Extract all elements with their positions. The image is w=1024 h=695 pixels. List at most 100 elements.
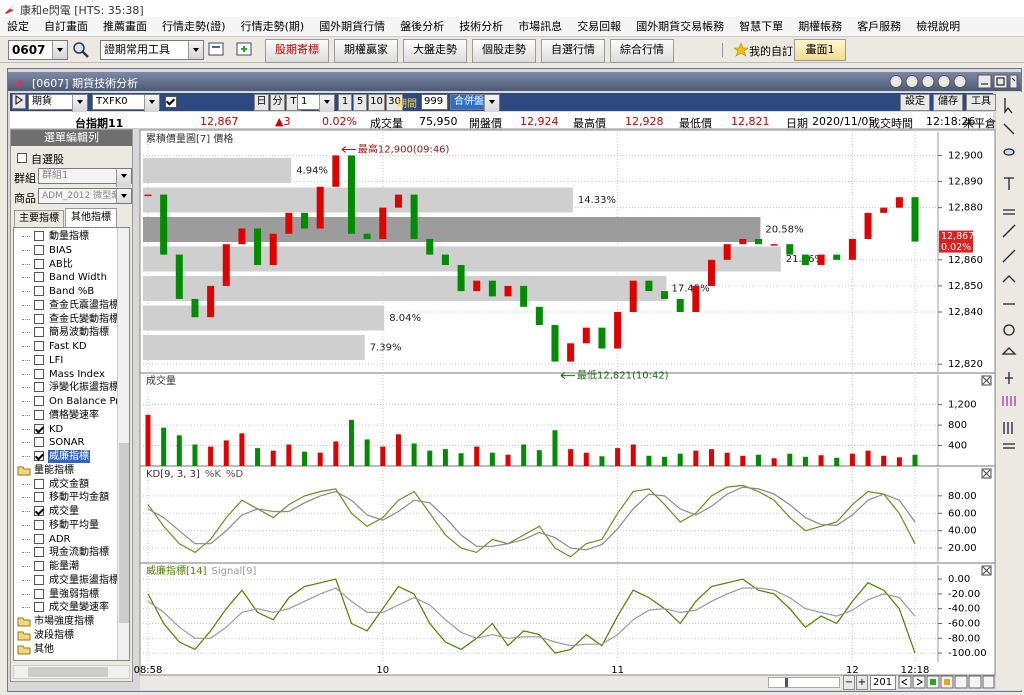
checkbox[interactable] bbox=[34, 313, 44, 324]
footer-icons[interactable] bbox=[898, 675, 995, 690]
checkbox[interactable] bbox=[34, 588, 44, 599]
checkbox[interactable] bbox=[34, 354, 44, 365]
checkbox[interactable] bbox=[34, 231, 44, 241]
checkbox[interactable] bbox=[34, 368, 44, 379]
action-button[interactable]: 設定 bbox=[900, 94, 930, 111]
screen-button[interactable]: 畫面1 bbox=[794, 39, 846, 61]
indicator-item[interactable]: 簡易波動指標 bbox=[14, 326, 118, 339]
indicator-item[interactable]: 價格變速率 bbox=[14, 409, 118, 422]
indicator-item[interactable]: 成交量振盪指標 bbox=[14, 574, 119, 587]
action-button[interactable]: 工具 bbox=[966, 94, 996, 111]
indicator-item[interactable]: 量強弱指標 bbox=[14, 588, 118, 601]
menu-item[interactable]: 期權帳務 bbox=[798, 20, 843, 33]
indicator-item[interactable]: 成交金額 bbox=[14, 478, 118, 491]
menu-item[interactable]: 設定 bbox=[7, 20, 29, 33]
indicator-item[interactable]: SONAR bbox=[14, 436, 118, 449]
checkbox[interactable] bbox=[34, 299, 44, 310]
indicator-item[interactable]: LFI bbox=[14, 354, 118, 367]
checkbox[interactable] bbox=[34, 506, 44, 516]
toolset-combo[interactable]: 證期常用工具 bbox=[100, 40, 204, 60]
checkbox[interactable] bbox=[34, 409, 44, 420]
menu-item[interactable]: 市場訊息 bbox=[518, 20, 563, 33]
menu-item[interactable]: 盤後分析 bbox=[400, 20, 445, 33]
quick-button[interactable]: 1 bbox=[338, 94, 352, 111]
own-stock-check[interactable] bbox=[17, 153, 27, 163]
group-combo[interactable]: 群組1 bbox=[38, 168, 132, 187]
indicator-item[interactable]: 現金流動指標 bbox=[14, 546, 118, 559]
period-input[interactable]: 999 bbox=[421, 94, 448, 110]
tab-active[interactable]: 其他指標 bbox=[65, 208, 117, 227]
indicator-item[interactable]: 移動平均量 bbox=[14, 519, 118, 532]
checkbox[interactable] bbox=[34, 272, 44, 283]
checkbox[interactable] bbox=[34, 437, 44, 448]
checkbox[interactable] bbox=[34, 602, 44, 613]
scrollbar[interactable] bbox=[117, 228, 129, 660]
market-combo[interactable]: 期貨 bbox=[28, 94, 88, 113]
code-combo[interactable]: 0607 bbox=[8, 40, 68, 60]
menu-item[interactable]: 客戶服務 bbox=[857, 20, 902, 33]
indicator-item[interactable]: KD bbox=[14, 423, 118, 436]
checkbox[interactable] bbox=[34, 519, 44, 530]
indicator-item[interactable]: AB比 bbox=[14, 258, 118, 271]
indicator-item[interactable]: 查金氏震盪指標 bbox=[14, 299, 119, 312]
indicator-item[interactable]: 威廉指標 bbox=[14, 450, 118, 463]
indicator-item[interactable]: 移動平均金額 bbox=[14, 491, 118, 504]
tab[interactable]: 主要指標 bbox=[14, 210, 64, 227]
indicator-item[interactable]: 淨變化振盪指標 bbox=[14, 381, 119, 394]
checkbox[interactable] bbox=[34, 327, 44, 338]
favorite[interactable]: 我的自訂 bbox=[749, 45, 793, 58]
interval-combo[interactable]: 1 bbox=[297, 94, 335, 113]
indicator-item[interactable]: Fast KD bbox=[14, 340, 118, 353]
checkbox[interactable] bbox=[34, 286, 44, 296]
menu-item[interactable]: 國外期貨交易帳務 bbox=[636, 20, 725, 33]
search-icon[interactable] bbox=[72, 41, 90, 59]
checkbox[interactable] bbox=[34, 574, 44, 585]
checkbox[interactable] bbox=[34, 478, 44, 489]
toolbar-button[interactable]: 自選行情 bbox=[541, 39, 605, 63]
symbol-check[interactable] bbox=[165, 96, 177, 108]
checkbox[interactable] bbox=[34, 382, 44, 393]
zoom-thumb[interactable] bbox=[785, 678, 788, 687]
checkbox[interactable] bbox=[34, 547, 44, 558]
checkbox[interactable] bbox=[34, 561, 44, 571]
unit-button[interactable]: 日 bbox=[254, 94, 269, 111]
indicator-item[interactable]: Mass Index bbox=[14, 368, 118, 381]
session-combo[interactable]: 合併盤 bbox=[450, 94, 500, 113]
indicator-item[interactable]: 動量指標 bbox=[14, 230, 118, 243]
checkbox[interactable] bbox=[34, 396, 44, 406]
indicator-item[interactable]: 查金氏變動指標 bbox=[14, 313, 119, 326]
folder-item[interactable]: 量能指標 bbox=[14, 464, 118, 477]
zoom-slider[interactable] bbox=[768, 677, 840, 688]
checkbox[interactable] bbox=[34, 258, 44, 269]
checkbox[interactable] bbox=[34, 492, 44, 503]
indicator-item[interactable]: Band %B bbox=[14, 285, 118, 298]
drawing-tools[interactable] bbox=[996, 92, 1022, 690]
play-button[interactable] bbox=[12, 94, 26, 109]
scroll-thumb[interactable] bbox=[119, 443, 129, 623]
menu-item[interactable]: 行情走勢(期) bbox=[240, 20, 305, 33]
product-combo[interactable]: ADM_2012 微型衆 bbox=[38, 188, 132, 204]
menu-item[interactable]: 智慧下單 bbox=[739, 20, 784, 33]
quick-button[interactable]: 30 bbox=[386, 94, 403, 111]
folder-item[interactable]: 市場強度指標 bbox=[14, 615, 118, 628]
indicator-item[interactable]: Band Width bbox=[14, 271, 118, 284]
folder-item[interactable]: 其他 bbox=[14, 643, 118, 656]
unit-button[interactable]: 分 bbox=[270, 94, 285, 111]
indicator-item[interactable]: ADR bbox=[14, 533, 118, 546]
tool-icons[interactable] bbox=[208, 41, 260, 59]
toolbar-button[interactable]: 股期寄標 bbox=[265, 39, 329, 63]
toolbar-button[interactable]: 綜合行情 bbox=[610, 39, 674, 63]
checkbox[interactable] bbox=[34, 244, 44, 255]
indicator-item[interactable]: 能量潮 bbox=[14, 560, 118, 573]
toolbar-button[interactable]: 期權贏家 bbox=[334, 39, 398, 63]
menu-item[interactable]: 技術分析 bbox=[459, 20, 504, 33]
toolbar-button[interactable]: 個股走勢 bbox=[472, 39, 536, 63]
toolbar-button[interactable]: 大盤走勢 bbox=[403, 39, 467, 63]
menu-item[interactable]: 自訂畫面 bbox=[44, 20, 88, 33]
indicator-item[interactable]: On Balance Pr bbox=[14, 395, 119, 408]
checkbox[interactable] bbox=[34, 341, 44, 351]
menu-item[interactable]: 推薦畫面 bbox=[103, 20, 147, 33]
checkbox[interactable] bbox=[34, 451, 44, 461]
indicator-item[interactable]: 成交量變速率 bbox=[14, 601, 118, 614]
menu-item[interactable]: 行情走勢(證) bbox=[162, 20, 226, 33]
